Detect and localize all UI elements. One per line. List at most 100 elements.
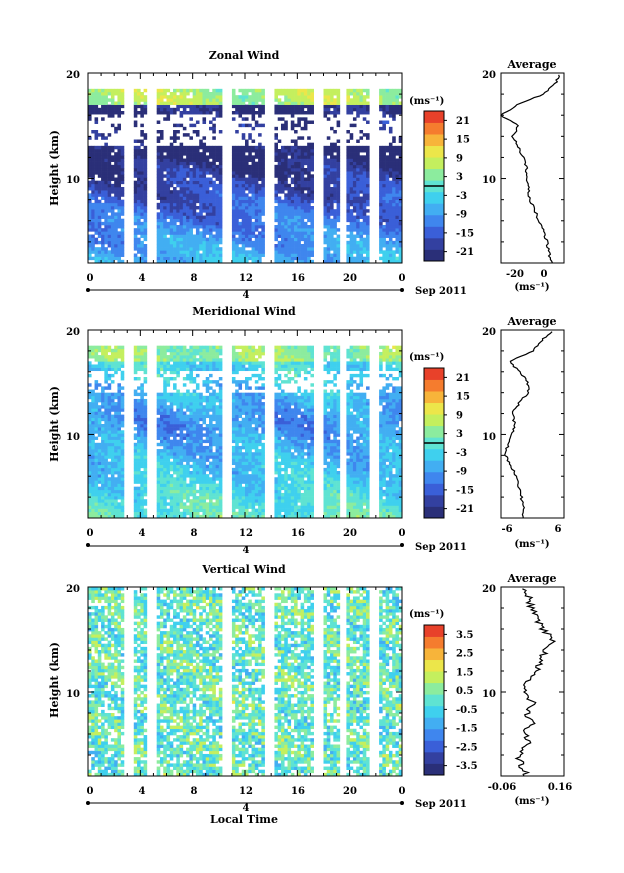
heatmap-cell [258,202,262,207]
heatmap-cell [97,348,102,353]
heatmap-cell [133,499,138,503]
heatmap-cell [238,256,243,261]
heatmap-cell [169,511,174,516]
heatmap-cell [382,228,386,232]
heatmap-cell [274,152,279,156]
heatmap-cell [218,247,223,251]
heatmap-cell [385,259,390,264]
heatmap-cell [159,398,164,403]
heatmap-cell [88,492,92,497]
heatmap-cell [297,202,301,207]
heatmap-cell [336,92,341,96]
heatmap-cell [195,452,200,456]
heatmap-cell [97,174,102,178]
heatmap-cell [94,240,99,245]
heatmap-cell [251,225,256,229]
heatmap-cell [166,180,171,185]
heatmap-cell [186,373,190,378]
heatmap-cell [199,199,203,204]
heatmap-cell [104,149,108,153]
heatmap-cell [97,361,102,365]
heatmap-cell [137,398,141,403]
heatmap-cell [307,136,311,140]
heatmap-cell [254,123,259,128]
heatmap-cell [323,161,328,166]
heatmap-cell [205,177,210,181]
heatmap-cell [179,402,184,406]
heatmap-cell [356,228,360,232]
heatmap-cell [173,88,177,93]
heatmap-cell [159,511,164,516]
heatmap-cell [261,206,265,210]
heatmap-cell [251,117,256,121]
heatmap-cell [137,259,141,264]
heatmap-cell [362,202,367,207]
heatmap-cell [117,348,122,353]
heatmap-cell [205,228,210,232]
heatmap-cell [114,92,118,96]
heatmap-cell [156,455,161,459]
heatmap-cell [241,240,246,245]
heatmap-cell [173,499,177,503]
heatmap-cell [248,240,252,245]
heatmap-cell [326,225,331,229]
heatmap-cell [117,480,122,484]
heatmap-cell [94,452,99,456]
heatmap-cell [186,164,190,169]
heatmap-cell [117,395,122,400]
heatmap-cell [218,168,223,172]
heatmap-cell [248,183,252,188]
heatmap-cell [209,253,213,257]
heatmap-cell [173,212,177,216]
heatmap-cell [117,492,122,497]
heatmap-cell [114,183,118,188]
heatmap-cell [303,92,308,96]
heatmap-cell [88,180,92,185]
heatmap-cell [94,417,99,422]
heatmap-cell [366,231,370,235]
heatmap-cell [254,95,259,99]
heatmap-cell [182,480,187,484]
heatmap-cell [310,234,314,238]
heatmap-cell [195,405,200,409]
heatmap-cell [101,95,105,99]
heatmap-cell [176,345,180,350]
heatmap-cell [114,461,118,466]
heatmap-cell [385,98,390,102]
heatmap-cell [231,231,236,235]
heatmap-cell [117,361,122,365]
colorbar-tick-label: 9 [456,153,463,164]
heatmap-cell [388,240,393,245]
heatmap-cell [137,345,141,350]
heatmap-cell [231,177,236,181]
heatmap-cell [254,206,259,210]
heatmap-cell [235,199,239,204]
heatmap-cell [323,221,328,226]
heatmap-cell [280,180,285,185]
heatmap-cell [186,389,190,393]
heatmap-cell [209,225,213,229]
heatmap-cell [114,452,118,456]
heatmap-cell [163,471,167,475]
heatmap-cell [94,199,99,204]
heatmap-cell [330,161,334,166]
heatmap-cell [137,433,141,437]
heatmap-cell [120,240,125,245]
heatmap-cell [231,218,236,223]
heatmap-cell [120,250,125,254]
heatmap-cell [330,234,334,238]
heatmap-cell [159,164,164,169]
heatmap-cell [104,95,108,99]
heatmap-cell [101,187,105,191]
heatmap-cell [189,471,193,475]
heatmap-cell [349,183,354,188]
heatmap-cell [392,209,396,213]
heatmap-cell [310,199,314,204]
heatmap-cell [261,177,265,181]
heatmap-cell [398,247,403,251]
heatmap-cell [101,215,105,219]
heatmap-cell [104,502,108,506]
heatmap-cell [166,436,171,440]
heatmap-cell [366,190,370,194]
